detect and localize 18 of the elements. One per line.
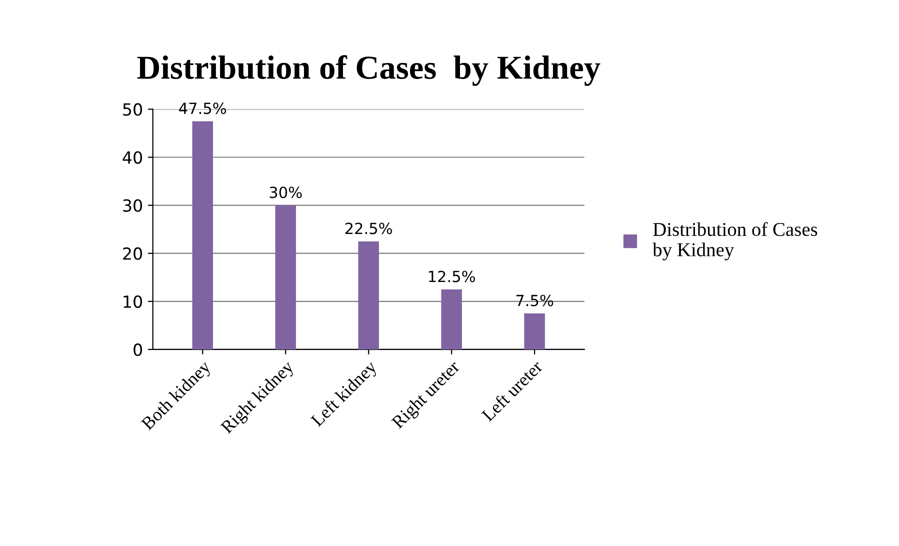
data-label: 47.5% — [179, 102, 226, 114]
y-tick-label: 30 — [123, 199, 142, 212]
data-label: 30% — [270, 186, 302, 198]
legend-label: Distribution of Cases by Kidney — [652, 222, 818, 260]
y-tick-label: 20 — [123, 247, 142, 260]
bar — [358, 241, 379, 350]
bar — [275, 205, 296, 350]
y-tick-label: 10 — [124, 295, 142, 308]
bar — [192, 121, 213, 350]
y-tick-label: 0 — [134, 343, 142, 356]
y-tick-label: 40 — [122, 151, 142, 164]
data-label: 22.5% — [345, 222, 392, 234]
chart-title: Distribution of Cases by Kidney — [137, 55, 600, 86]
data-label: 7.5% — [516, 294, 554, 306]
y-tick-label: 50 — [123, 103, 142, 116]
data-label: 12.5% — [428, 270, 475, 282]
bar — [441, 289, 462, 350]
bar — [524, 313, 545, 350]
